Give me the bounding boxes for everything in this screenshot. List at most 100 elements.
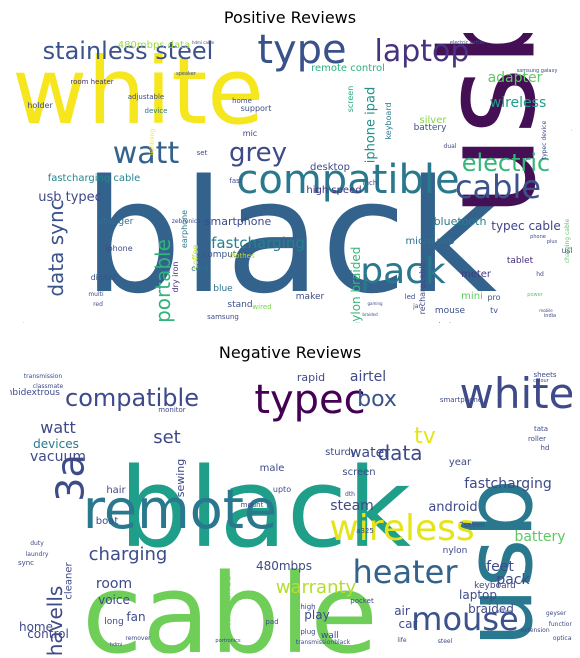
negative-word-vacuum: vacuum [30, 449, 86, 465]
positive-word-speaker: speaker [176, 71, 197, 77]
positive-word-laptop: laptop [375, 34, 470, 69]
negative-word-duty: duty [30, 540, 44, 547]
positive-word-hd: hd [536, 271, 544, 278]
positive-word-braided: braided [362, 312, 378, 317]
negative-word-control: control [27, 627, 69, 641]
positive-word-fastcharging-cable: fastcharging cable [48, 173, 141, 184]
negative-word-pad: pad [265, 618, 278, 626]
negative-word-mount: mount [241, 501, 264, 509]
positive-word-meter: meter [461, 269, 492, 280]
negative-word-havells: havells [43, 586, 67, 657]
positive-word-home: home [232, 97, 252, 105]
negative-word-keyboard: keyboard [474, 581, 516, 591]
positive-word-dual: dual [444, 143, 457, 150]
positive-word-clothes: clothes [229, 252, 255, 260]
positive-word-mouse: mouse [435, 306, 466, 316]
negative-word-typec: typec [254, 377, 365, 423]
negative-word-a325: a325 [356, 527, 374, 535]
negative-word-sync: sync [18, 559, 34, 567]
negative-word-steel: steel [438, 638, 453, 645]
positive-word-pack: pack [360, 251, 446, 292]
positive-word-power: power [527, 292, 543, 298]
positive-word-computer: computer [202, 250, 246, 260]
positive-word-red: red [93, 301, 103, 308]
positive-word-charging-cable: charging cable [564, 219, 571, 264]
negative-word-dth: dth [345, 491, 355, 498]
negative-word-android: android [428, 500, 477, 515]
positive-word-room-heater: room heater [70, 78, 113, 86]
negative-word-black: black [119, 444, 411, 572]
positive-word-watt: watt [113, 136, 180, 171]
negative-word-white: white [460, 369, 572, 418]
negative-word-battery: battery [514, 529, 565, 545]
positive-word-india: india [544, 313, 556, 319]
positive-word-stand: stand [227, 300, 252, 310]
positive-word-silver: silver [420, 115, 448, 126]
positive-word-cable: cable [455, 168, 541, 206]
negative-word-nylon: nylon [443, 546, 468, 556]
positive-word-screen: screen [346, 86, 355, 113]
positive-word-electric-kettle: electric kettle [450, 40, 484, 46]
positive-word-usb-c: usb c [561, 246, 572, 255]
negative-word-plug: plug [300, 628, 315, 636]
negative-word-charging: charging [89, 544, 168, 565]
negative-wordcloud: black cable usb remote white typec wireless hea… [10, 368, 572, 658]
negative-word-hdmi: hdmi [110, 642, 123, 648]
negative-word-compatible: compatible [65, 384, 199, 412]
positive-word-battery: battery [414, 123, 448, 133]
positive-word-gaming: gaming [367, 301, 383, 306]
negative-word-3a: 3a [48, 454, 92, 501]
negative-word-bravia: bravia [496, 609, 512, 615]
positive-word-cord: cord [191, 264, 209, 273]
negative-word-rapid: rapid [297, 371, 325, 384]
negative-word-data: data [377, 441, 422, 465]
negative-word-water: water [350, 445, 390, 461]
negative-word-sewing: sewing [174, 459, 187, 498]
negative-word-transmission: transmission [24, 373, 63, 380]
negative-word-monitor: monitor [158, 406, 186, 414]
negative-word-cleaner: cleaner [64, 562, 75, 600]
negative-word-tanglefree: tanglefree [223, 575, 234, 626]
negative-word-ambidextrous: ambidextrous [10, 388, 60, 398]
positive-word-led: led [405, 293, 416, 301]
negative-word-male: male [260, 463, 285, 474]
negative-word-cable: cable [82, 550, 378, 658]
positive-word-holder: holder [27, 101, 53, 110]
positive-word-charger: charger [99, 217, 134, 227]
positive-word-iphone-ipad: iphone ipad [364, 87, 379, 164]
negative-word-pack: pack [496, 572, 530, 588]
positive-word-zebronics: zebronics [172, 218, 201, 225]
positive-word-samsung-galaxy: samsung galaxy [517, 68, 558, 74]
positive-word-white: white [12, 38, 264, 145]
negative-word-fastcharging: fastcharging [464, 476, 552, 492]
positive-word-fastcharging: fastcharging [211, 234, 305, 252]
negative-word-upto: upto [273, 485, 291, 494]
positive-word-phone: phone [530, 234, 546, 240]
negative-reviews-title: Negative Reviews [218, 343, 362, 362]
positive-word-size: size [21, 322, 29, 323]
negative-word-remover: remover [125, 635, 151, 642]
positive-word-rechargeable: rechargeable [418, 262, 427, 315]
positive-word-adjustable: adjustable [128, 93, 165, 101]
positive-word-typec-device: typec device [541, 121, 548, 160]
negative-word-steam: steam [330, 498, 374, 514]
negative-word-tv: tv [414, 424, 436, 449]
positive-word-remote-control: remote control [311, 63, 385, 74]
negative-word-set: set [153, 427, 181, 448]
negative-word-boat: boat [96, 516, 119, 527]
negative-word-colour: colour [533, 378, 549, 384]
negative-word-extension: extension [520, 627, 549, 634]
negative-word-optical: optical [553, 635, 572, 642]
negative-word-box: box [357, 387, 397, 412]
negative-word-warranty: warranty [276, 577, 357, 598]
positive-word-multi: multi [88, 291, 104, 298]
positive-reviews-title: Positive Reviews [223, 8, 357, 27]
positive-word-adapter: adapter [488, 70, 543, 86]
positive-word-wired: wired [252, 303, 271, 311]
positive-word-usb: usb [413, 33, 565, 217]
negative-word-year: year [449, 457, 472, 468]
negative-word-usb: usb [445, 479, 554, 647]
positive-word-iphone: iphone [105, 244, 132, 253]
positive-word-tablet: tablet [507, 256, 534, 266]
